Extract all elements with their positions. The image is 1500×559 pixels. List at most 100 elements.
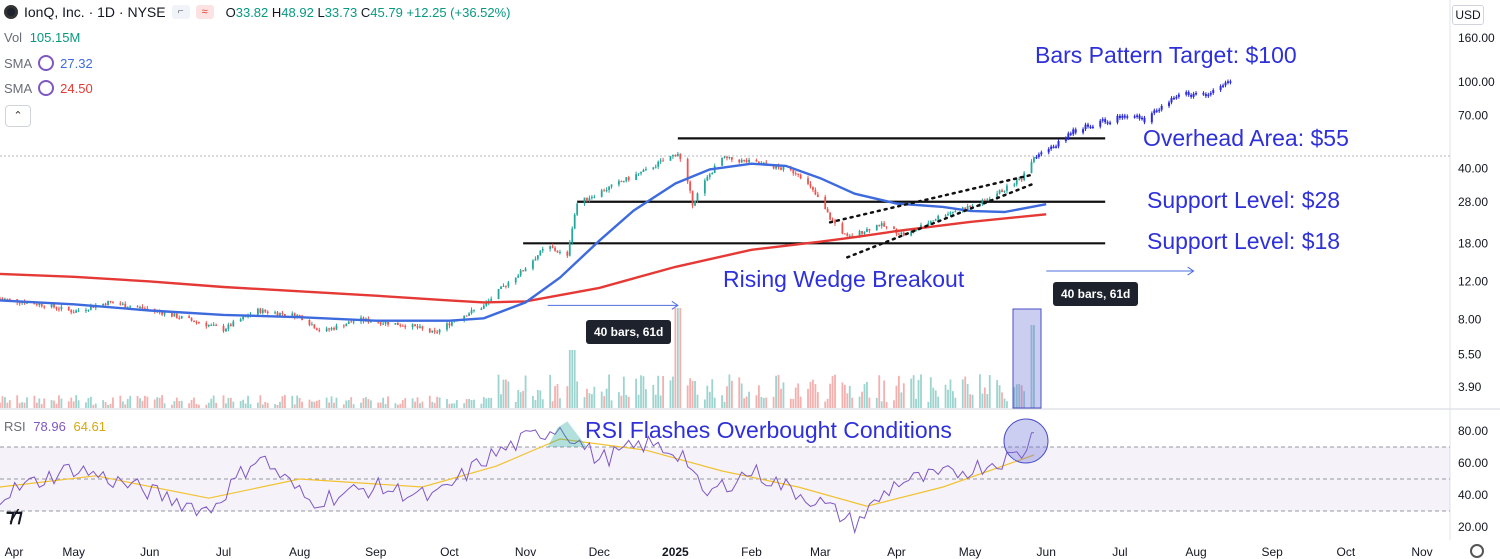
volume-bar — [399, 403, 402, 408]
volume-bar — [502, 379, 505, 408]
candle — [686, 159, 689, 182]
volume-bar — [193, 397, 195, 408]
candle — [281, 312, 284, 315]
volume-bar — [826, 398, 829, 408]
volume-bar — [696, 394, 699, 408]
candle — [490, 298, 493, 301]
candle — [519, 270, 522, 276]
volume-bar — [706, 385, 709, 408]
symbol-logo-icon — [4, 5, 18, 19]
volume-bar — [279, 401, 281, 408]
candle — [433, 330, 436, 332]
tradingview-logo-icon[interactable]: ⁊⁄⁊ — [6, 506, 23, 526]
projection-bar — [1224, 82, 1227, 86]
symbol-title[interactable]: IonQ, Inc. · 1D · NYSE — [24, 4, 166, 20]
candle — [232, 321, 235, 327]
candle — [554, 247, 556, 251]
rsi-tick-label: 20.00 — [1458, 520, 1488, 534]
time-axis-label: Sep — [1262, 545, 1284, 559]
volume-bar — [207, 402, 210, 408]
volume-bar — [4, 397, 6, 408]
candle — [738, 159, 741, 163]
ohlc-open: 33.82 — [235, 4, 269, 20]
projection-bar — [1155, 110, 1158, 112]
volume-bar — [748, 391, 750, 408]
volume-bar — [1003, 398, 1006, 408]
projection-bar — [1086, 124, 1089, 127]
volume-bar — [539, 390, 542, 408]
wedge-upper[interactable] — [828, 173, 1036, 224]
collapse-legend-button[interactable]: ⌃ — [5, 105, 31, 127]
volume-bar — [124, 404, 127, 408]
candle — [67, 306, 70, 311]
volume-bar — [1001, 392, 1003, 408]
projection-bar — [1143, 117, 1146, 123]
candle — [812, 186, 814, 190]
candle — [794, 173, 797, 175]
volume-bar — [532, 395, 534, 408]
visibility-toggle-icon[interactable]: ⌐ — [171, 5, 190, 19]
volume-bar — [605, 388, 608, 408]
volume-bar — [438, 397, 441, 408]
wedge-lower[interactable] — [846, 182, 1036, 259]
candle — [556, 250, 559, 253]
candle — [866, 229, 868, 232]
projection-bar — [1072, 129, 1075, 135]
projection-bar — [1177, 94, 1180, 97]
sma-fast-legend[interactable]: SMA 27.32 — [4, 55, 93, 71]
candle — [121, 303, 124, 305]
candle — [279, 312, 281, 316]
volume-bar — [362, 398, 365, 408]
volume-bar — [536, 389, 539, 408]
candle — [522, 270, 525, 272]
candle — [814, 189, 817, 195]
candle — [175, 313, 178, 318]
currency-selector[interactable]: USD — [1452, 5, 1484, 25]
candle — [161, 311, 163, 315]
candle — [809, 183, 812, 187]
volume-bar — [782, 382, 785, 408]
volume-bar — [414, 401, 416, 408]
volume-bar — [723, 401, 726, 408]
candle — [283, 314, 286, 316]
volume-bar — [848, 385, 851, 408]
compare-icon[interactable]: ≈ — [195, 5, 214, 19]
volume-bar — [858, 396, 861, 408]
sma-settings-icon[interactable] — [38, 55, 55, 71]
time-axis-label: Jul — [216, 545, 231, 559]
volume-bar — [954, 397, 957, 408]
candle — [642, 169, 645, 172]
chart-settings-icon[interactable] — [1470, 544, 1484, 558]
volume-bar — [851, 397, 854, 408]
volume-bar — [875, 397, 878, 408]
price-tick-label: 160.00 — [1458, 31, 1495, 45]
volume-bar — [26, 397, 28, 408]
sma-settings-icon[interactable] — [38, 80, 55, 96]
candle — [502, 285, 505, 287]
candle — [77, 310, 80, 312]
candle — [541, 248, 544, 251]
candle — [347, 321, 350, 324]
volume-bar — [657, 375, 660, 408]
volume-bar — [377, 402, 380, 408]
candle — [971, 205, 974, 207]
candle — [210, 324, 213, 326]
candle — [536, 255, 539, 260]
volume-bar — [210, 398, 213, 408]
candle — [119, 303, 122, 305]
volume-bar — [571, 350, 574, 408]
sma-slow-legend[interactable]: SMA 24.50 — [4, 80, 93, 96]
volume-bar — [1006, 401, 1008, 408]
candle — [55, 307, 58, 309]
time-axis-label: Sep — [365, 545, 387, 559]
volume-bar — [794, 387, 797, 408]
volume-bar — [431, 401, 434, 408]
measure-arrowhead-2 — [1187, 266, 1195, 276]
candle — [772, 164, 775, 169]
candle — [637, 173, 640, 175]
candle — [1020, 179, 1023, 181]
volume-bar — [401, 400, 404, 408]
volume-bar — [824, 401, 827, 408]
candle — [645, 168, 647, 170]
